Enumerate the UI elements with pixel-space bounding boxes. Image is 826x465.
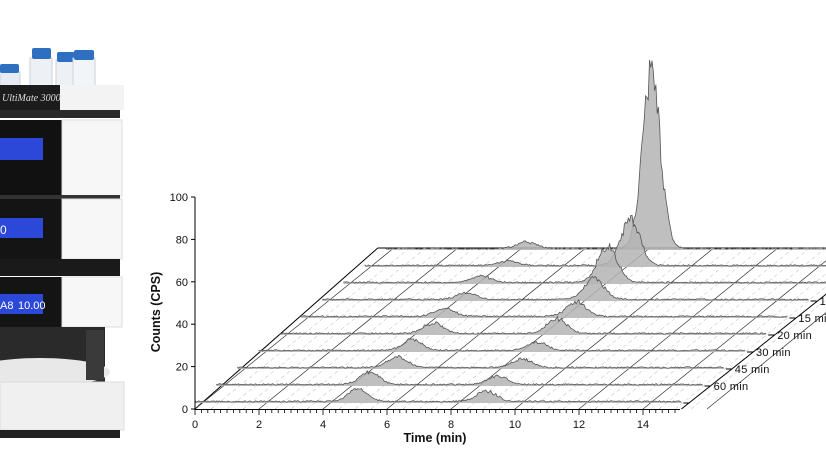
top-module: UltiMate 3000 bbox=[0, 85, 124, 118]
x-tick-label: 2 bbox=[256, 419, 262, 431]
chart-axes bbox=[194, 197, 680, 410]
pump-module bbox=[0, 119, 123, 199]
grid-line-minor bbox=[690, 299, 826, 410]
screen-volume: 10.00 bbox=[18, 300, 46, 312]
y-axis-title: Counts (CPS) bbox=[149, 272, 163, 353]
grid-line-minor bbox=[658, 273, 826, 410]
trace-1 bbox=[364, 214, 826, 267]
trace-fill bbox=[385, 59, 826, 250]
grid-line-minor bbox=[674, 286, 826, 410]
grid-line-minor bbox=[546, 247, 746, 410]
series-label: 45 min bbox=[735, 364, 770, 376]
trace-fill bbox=[258, 338, 745, 352]
grid-line-minor bbox=[370, 247, 570, 410]
y-tick-label: 60 bbox=[176, 277, 188, 289]
trace-fill bbox=[279, 316, 767, 335]
x-axis-title: Time (min) bbox=[404, 431, 467, 445]
screen-value: 0 bbox=[0, 223, 7, 237]
grid-line-minor bbox=[530, 247, 730, 410]
trace-4 bbox=[300, 299, 788, 318]
grid-line-minor bbox=[562, 247, 762, 410]
grid-line-major bbox=[642, 260, 826, 410]
trace-3 bbox=[322, 275, 809, 301]
trace-8 bbox=[216, 369, 703, 386]
grid-line-major bbox=[514, 247, 715, 410]
x-tick-label: 4 bbox=[320, 419, 326, 431]
grid-line-major bbox=[258, 247, 459, 410]
grid-line-minor bbox=[210, 247, 410, 410]
grid-line-minor bbox=[418, 247, 618, 410]
x-tick-label: 6 bbox=[384, 419, 390, 431]
grid-line-minor bbox=[626, 247, 826, 410]
trace-line bbox=[322, 275, 809, 301]
trace-line bbox=[237, 354, 724, 369]
y-tick-label: 0 bbox=[182, 404, 188, 416]
trace-5 bbox=[279, 315, 767, 335]
column-module: 0 bbox=[0, 198, 123, 276]
grid-line-minor bbox=[306, 247, 506, 410]
y-tick-label: 40 bbox=[176, 319, 188, 331]
y-tick-label: 80 bbox=[176, 234, 188, 246]
chromatogram-traces bbox=[194, 59, 826, 403]
series-label: 15 min bbox=[798, 313, 826, 325]
series-label: 60 min bbox=[714, 381, 749, 393]
y-tick-label: 20 bbox=[176, 362, 188, 374]
x-tick-label: 8 bbox=[448, 419, 454, 431]
grid-line-minor bbox=[242, 247, 442, 410]
grid-line-minor bbox=[226, 247, 426, 410]
grid-line-minor bbox=[402, 247, 602, 410]
hplc-instrument-photo: UltiMate 3000 0 A8 10.00 bbox=[0, 48, 125, 438]
trace-9 bbox=[194, 387, 682, 403]
trace-0 bbox=[385, 59, 826, 250]
trace-line bbox=[300, 299, 788, 318]
grid-line-minor bbox=[594, 247, 794, 410]
grid-line-minor bbox=[482, 247, 682, 410]
trace-7 bbox=[237, 354, 724, 369]
trace-line bbox=[194, 387, 682, 403]
solvent-bottles bbox=[0, 48, 96, 89]
trace-fill bbox=[322, 276, 809, 301]
grid-line-minor bbox=[498, 247, 698, 410]
grid-line-minor bbox=[290, 247, 490, 410]
trace-line bbox=[279, 315, 767, 335]
series-label: 30 min bbox=[756, 347, 791, 359]
y-tick-label: 100 bbox=[170, 192, 188, 204]
right-depth-axis bbox=[681, 293, 826, 410]
autosampler-module: A8 10.00 bbox=[0, 276, 125, 438]
trace-line bbox=[343, 243, 826, 284]
grid-line-minor bbox=[610, 247, 810, 410]
trace-fill bbox=[364, 215, 826, 267]
trace-line bbox=[258, 338, 746, 352]
x-tick-label: 12 bbox=[573, 419, 585, 431]
grid-line-major bbox=[706, 312, 826, 410]
grid-line-major bbox=[578, 247, 779, 410]
series-label: 12 min bbox=[820, 296, 826, 308]
x-tick-label: 14 bbox=[637, 419, 649, 431]
trace-2 bbox=[343, 243, 826, 284]
x-tick-label: 10 bbox=[509, 419, 521, 431]
trace-line bbox=[364, 214, 826, 267]
trace-line bbox=[385, 59, 826, 250]
grid-line-minor bbox=[274, 247, 474, 410]
grid-line-major bbox=[194, 247, 395, 410]
left-depth-edge bbox=[194, 247, 379, 410]
screen-position: A8 bbox=[0, 300, 13, 312]
grid-line-minor bbox=[354, 247, 554, 410]
trace-line bbox=[216, 369, 703, 386]
logo-text: UltiMate 3000 bbox=[2, 93, 61, 104]
grid-line-major bbox=[386, 247, 587, 410]
x-tick-label: 0 bbox=[192, 419, 198, 431]
trace-6 bbox=[258, 338, 746, 352]
series-label: 20 min bbox=[777, 330, 812, 342]
